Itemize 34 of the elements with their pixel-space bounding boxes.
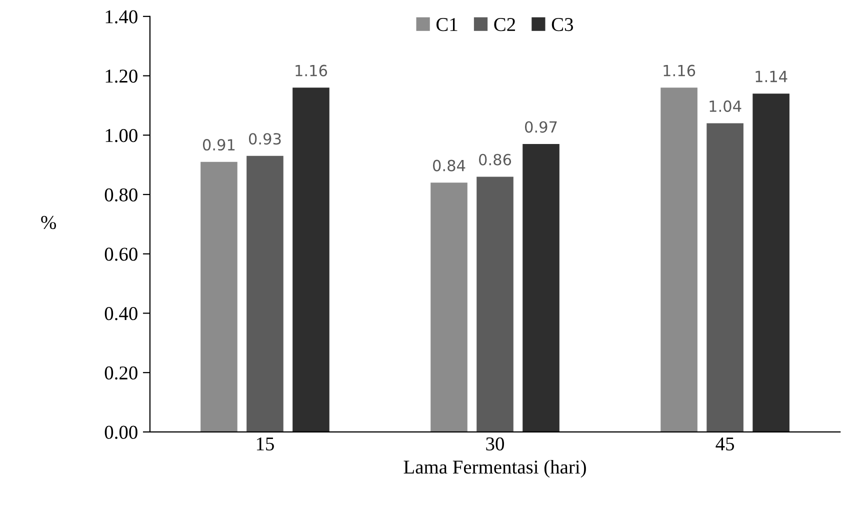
bar [430, 182, 468, 432]
legend-label: C2 [494, 18, 516, 32]
bar [476, 176, 514, 432]
x-tick-label: 15 [256, 437, 274, 450]
y-tick-label: 1.40 [106, 10, 138, 24]
data-label: 1.16 [664, 64, 696, 76]
bar [660, 88, 698, 432]
legend-label: C3 [552, 18, 574, 32]
bar [706, 123, 744, 432]
x-tick-label: 30 [486, 437, 504, 450]
data-label: 0.97 [525, 121, 557, 133]
data-label: 0.86 [479, 154, 512, 166]
y-tick-label: 0.00 [104, 426, 138, 439]
y-tick-label: 1.00 [106, 128, 138, 142]
x-axis-title: Lama Fermentasi (hari) [404, 460, 586, 478]
y-axis-title: % [41, 216, 56, 230]
y-tick-label: 0.80 [104, 188, 138, 202]
bar [200, 162, 238, 432]
y-tick-label: 1.20 [106, 70, 138, 83]
y-tick-label: 0.20 [104, 366, 138, 380]
data-label: 0.93 [248, 133, 281, 145]
legend-label: C1 [436, 18, 458, 32]
data-label: 1.04 [710, 100, 742, 112]
data-label: 0.91 [202, 139, 235, 151]
x-tick-label: 45 [716, 438, 734, 450]
bar [246, 156, 284, 432]
data-label: 1.16 [296, 64, 328, 76]
bar [292, 88, 330, 432]
data-label: 0.84 [433, 160, 466, 172]
bar [522, 144, 560, 432]
y-tick-label: 0.40 [104, 307, 138, 320]
data-label: 1.14 [756, 70, 788, 82]
y-tick-label: 0.60 [104, 248, 138, 261]
bar [752, 94, 790, 432]
